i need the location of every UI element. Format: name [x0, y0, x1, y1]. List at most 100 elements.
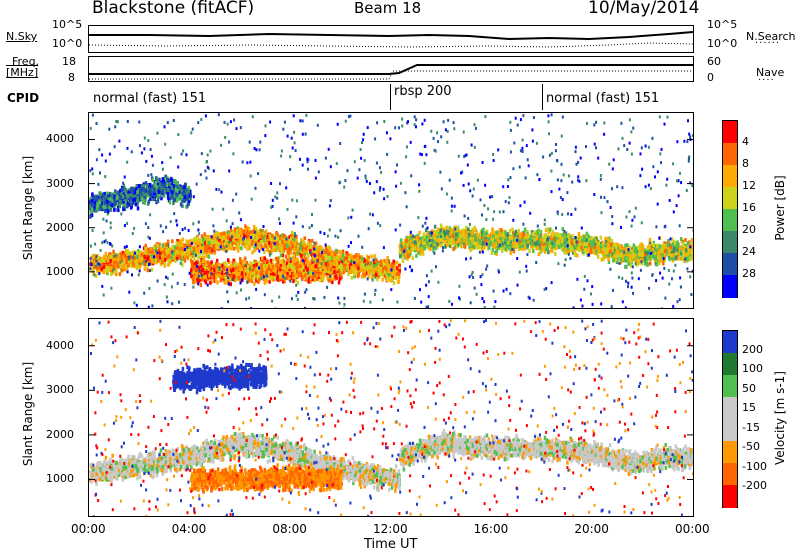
scatter-cell — [684, 252, 688, 257]
scatter-cell — [183, 243, 187, 248]
scatter-cell — [149, 255, 153, 260]
scatter-cell — [361, 256, 364, 261]
scatter-cell — [360, 274, 364, 279]
scatter-cell — [137, 249, 140, 253]
scatter-cell — [512, 249, 516, 254]
scatter-cell — [277, 240, 280, 245]
scatter-cell — [454, 225, 457, 230]
scatter-cell — [181, 237, 185, 242]
scatter-cell — [243, 244, 247, 249]
scatter-cell — [550, 232, 553, 237]
scatter-cell — [135, 260, 138, 265]
scatter-cell — [391, 277, 394, 282]
scatter-cell — [447, 229, 451, 234]
scatter-cell — [377, 263, 380, 268]
scatter-cell — [636, 251, 640, 256]
scatter-cell — [350, 275, 353, 280]
scatter-cell — [384, 275, 388, 280]
scatter-cell — [295, 234, 298, 239]
scatter-cell — [203, 232, 206, 237]
scatter-cell — [454, 229, 457, 233]
scatter-cell — [106, 255, 110, 260]
scatter-cell — [159, 247, 163, 252]
scatter-cell — [185, 239, 188, 244]
scatter-cell — [570, 239, 574, 243]
scatter-cell — [169, 259, 172, 264]
scatter-cell — [156, 252, 159, 257]
scatter-cell — [125, 257, 129, 262]
scatter-cell — [388, 269, 392, 274]
scatter-cell — [459, 233, 462, 238]
scatter-cell — [452, 240, 456, 245]
scatter-cell — [438, 242, 441, 247]
scatter-cell — [475, 232, 479, 237]
scatter-cell — [328, 247, 332, 252]
scatter-cell — [395, 268, 398, 273]
scatter-cell — [601, 251, 605, 255]
scatter-cell — [386, 256, 389, 260]
scatter-cell — [397, 271, 401, 276]
scatter-cell — [549, 248, 553, 253]
scatter-cell — [114, 263, 118, 268]
scatter-cell — [521, 234, 525, 239]
scatter-cell — [367, 274, 370, 279]
scatter-cell — [281, 239, 284, 244]
scatter-cell — [510, 249, 514, 254]
noise-right-tick-top: 10^5 — [707, 18, 738, 31]
scatter-cell — [461, 238, 464, 243]
scatter-cell — [237, 244, 240, 249]
scatter-cell — [244, 224, 247, 229]
scatter-cell — [261, 228, 264, 233]
scatter-cell — [474, 234, 477, 238]
scatter-cell — [640, 261, 643, 266]
scatter-cell — [364, 271, 368, 276]
scatter-cell — [175, 253, 179, 257]
scatter-cell — [450, 241, 453, 246]
scatter-cell — [411, 256, 414, 261]
cpid-label: CPID — [7, 91, 40, 105]
scatter-cell — [651, 254, 654, 259]
scatter-cell — [256, 242, 260, 246]
scatter-cell — [406, 242, 409, 247]
scatter-cell — [113, 266, 117, 271]
scatter-cell — [361, 260, 364, 265]
scatter-cell — [309, 249, 312, 253]
scatter-cell — [120, 258, 124, 262]
scatter-cell — [312, 245, 316, 250]
scatter-cell — [357, 274, 360, 279]
scatter-cell — [498, 232, 501, 237]
scatter-cell — [237, 234, 240, 238]
scatter-cell — [215, 231, 218, 236]
scatter-cell — [276, 232, 279, 237]
scatter-cell — [428, 231, 432, 236]
scatter-cell — [490, 251, 494, 255]
scatter-cell — [440, 243, 443, 248]
scatter-cell — [179, 250, 182, 255]
scatter-cell — [481, 228, 484, 233]
scatter-cell — [291, 244, 294, 249]
scatter-cell — [539, 229, 543, 234]
scatter-cell — [488, 242, 491, 247]
scatter-cell — [533, 230, 536, 235]
scatter-cell — [512, 246, 516, 251]
scatter-cell — [564, 250, 567, 255]
scatter-cell — [271, 241, 275, 246]
scatter-cell — [567, 235, 570, 240]
nave-line-key: ···· — [758, 75, 775, 86]
scatter-cell — [103, 255, 106, 260]
scatter-cell — [621, 256, 624, 261]
scatter-cell — [648, 237, 652, 242]
scatter-cell — [453, 234, 456, 239]
scatter-cell — [589, 246, 593, 251]
scatter-cell — [144, 247, 147, 251]
scatter-cell — [396, 271, 399, 276]
scatter-cell — [436, 244, 439, 249]
scatter-cell — [391, 272, 394, 277]
scatter-cell — [576, 236, 579, 241]
scatter-cell — [184, 253, 187, 258]
scatter-cell — [279, 242, 282, 247]
scatter-cell — [597, 249, 601, 254]
scatter-cell — [370, 275, 374, 280]
scatter-cell — [664, 241, 667, 246]
scatter-cell — [195, 237, 198, 242]
